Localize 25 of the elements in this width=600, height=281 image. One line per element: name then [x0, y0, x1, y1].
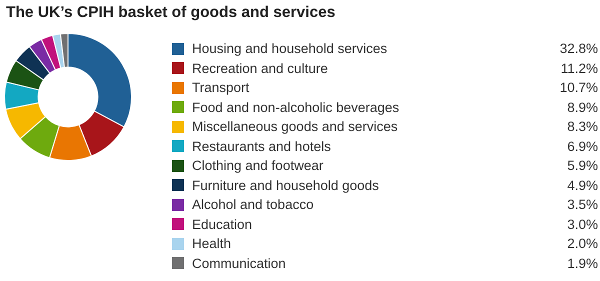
legend-label: Education [192, 216, 254, 232]
data-label: 8.9% [567, 100, 598, 115]
data-label: 4.9% [567, 178, 598, 193]
data-label: 6.9% [567, 138, 598, 154]
data-label: 5.9% [567, 158, 598, 174]
data-label: 11.2% [560, 60, 598, 76]
legend-label: Communication [192, 256, 287, 271]
data-label: 1.9% [567, 256, 598, 271]
legend-label: Restaurants and hotels [192, 138, 332, 154]
chart-title: The UK’s CPIH basket of goods and services [6, 4, 336, 22]
legend-label: Housing and household services [192, 41, 388, 56]
data-label: 8.3% [567, 119, 598, 134]
data-label: 2.0% [567, 236, 598, 252]
legend-label: Furniture and household goods [192, 178, 380, 193]
data-label: 32.8% [560, 41, 598, 56]
legend-label: Recreation and culture [192, 60, 329, 76]
data-label: 3.5% [567, 197, 598, 212]
legend-label: Health [192, 236, 232, 252]
legend-label: Food and non-alcoholic beverages [192, 100, 400, 115]
data-label: 3.0% [567, 216, 598, 232]
legend-label: Alcohol and tobacco [192, 197, 315, 212]
legend-label: Miscellaneous goods and services [192, 119, 399, 134]
legend-label: Clothing and footwear [192, 158, 324, 174]
legend-label: Transport [192, 80, 250, 96]
data-label: 10.7% [560, 80, 598, 96]
